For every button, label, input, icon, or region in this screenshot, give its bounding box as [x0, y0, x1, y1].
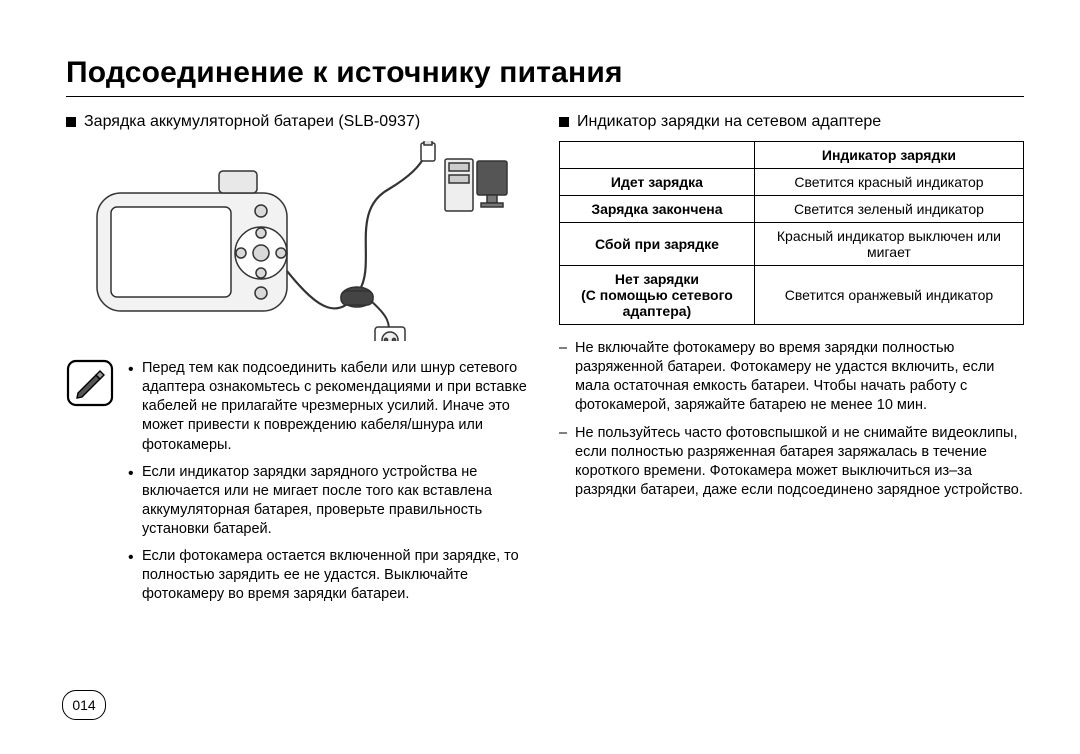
square-bullet-icon — [559, 117, 569, 127]
table-desc-cell: Светится оранжевый индикатор — [754, 266, 1023, 325]
table-header-cell: Индикатор зарядки — [754, 142, 1023, 169]
table-row: Идет зарядка Светится красный индикатор — [560, 169, 1024, 196]
right-section-title: Индикатор зарядки на сетевом адаптере — [577, 113, 881, 131]
table-row: Зарядка закончена Светится зеленый индик… — [560, 196, 1024, 223]
left-section-header: Зарядка аккумуляторной батареи (SLB-0937… — [66, 113, 531, 131]
table-row: Нет зарядки (С помощью сетевого адаптера… — [560, 266, 1024, 325]
manual-page: Подсоединение к источнику питания Зарядк… — [0, 0, 1080, 754]
table-state-cell: Зарядка закончена — [560, 196, 755, 223]
left-note-item: Если фотокамера остается включенной при … — [128, 547, 531, 604]
note-block: Перед тем как подсоединить кабели или шн… — [66, 359, 531, 613]
table-desc-cell: Светится красный индикатор — [754, 169, 1023, 196]
left-notes-list: Перед тем как подсоединить кабели или шн… — [128, 359, 531, 613]
page-title: Подсоединение к источнику питания — [66, 56, 1024, 90]
right-section-header: Индикатор зарядки на сетевом адаптере — [559, 113, 1024, 131]
left-note-item: Если индикатор зарядки зарядного устройс… — [128, 463, 531, 540]
left-column: Зарядка аккумуляторной батареи (SLB-0937… — [66, 113, 531, 613]
table-row: Сбой при зарядке Красный индикатор выклю… — [560, 223, 1024, 266]
table-header-row: Индикатор зарядки — [560, 142, 1024, 169]
left-section-title: Зарядка аккумуляторной батареи (SLB-0937… — [84, 113, 420, 131]
right-column: Индикатор зарядки на сетевом адаптере Ин… — [559, 113, 1024, 613]
table-state-cell: Сбой при зарядке — [560, 223, 755, 266]
square-bullet-icon — [66, 117, 76, 127]
table-desc-cell: Красный индикатор выключен или мигает — [754, 223, 1023, 266]
table-state-cell: Нет зарядки (С помощью сетевого адаптера… — [560, 266, 755, 325]
page-number: 014 — [62, 690, 106, 720]
indicator-table: Индикатор зарядки Идет зарядка Светится … — [559, 141, 1024, 325]
table-state-cell: Идет зарядка — [560, 169, 755, 196]
table-header-empty — [560, 142, 755, 169]
title-rule — [66, 96, 1024, 97]
right-dash-item: Не пользуйтесь часто фотовспышкой и не с… — [559, 424, 1024, 501]
table-desc-cell: Светится зеленый индикатор — [754, 196, 1023, 223]
two-column-layout: Зарядка аккумуляторной батареи (SLB-0937… — [66, 113, 1024, 613]
charging-illustration — [66, 141, 531, 341]
right-dash-list: Не включайте фотокамеру во время зарядки… — [559, 339, 1024, 500]
left-note-item: Перед тем как подсоединить кабели или шн… — [128, 359, 531, 455]
right-dash-item: Не включайте фотокамеру во время зарядки… — [559, 339, 1024, 416]
note-pencil-icon — [66, 359, 114, 407]
charging-svg — [89, 141, 509, 341]
